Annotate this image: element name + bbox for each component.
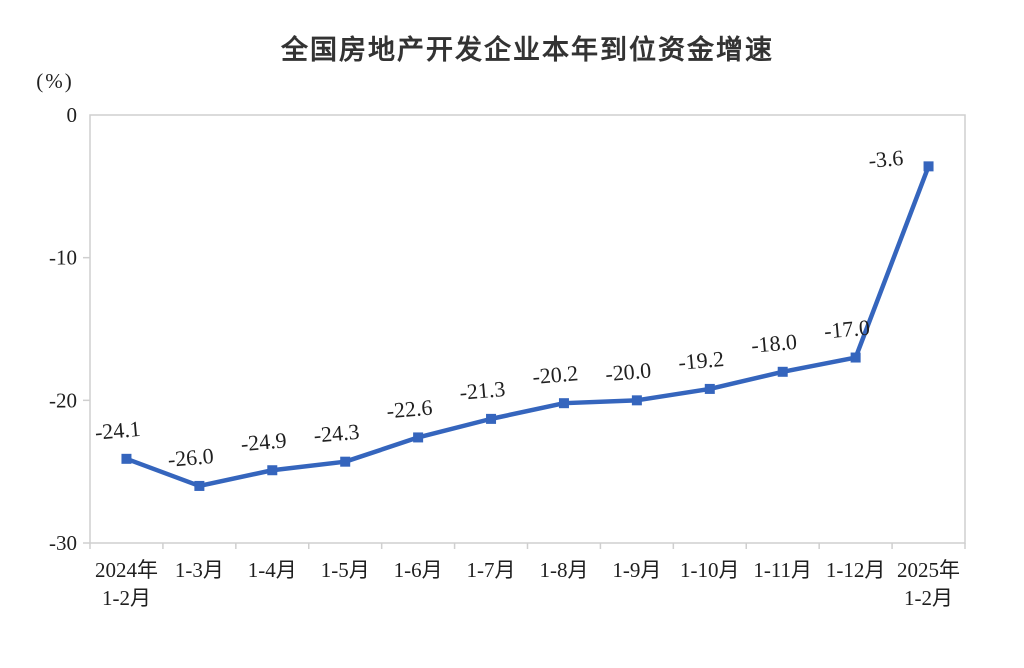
data-point-marker: [704, 383, 715, 394]
x-tick-label: 2024年 1-2月: [95, 558, 158, 610]
data-point-label: -19.2: [677, 346, 725, 375]
x-tick-label: 1-9月: [612, 558, 661, 582]
data-point-marker: [631, 395, 642, 406]
x-tick-label: 2025年 1-2月: [897, 558, 960, 610]
data-point-label: -17.0: [823, 315, 871, 344]
x-tick-label: 1-10月: [680, 558, 740, 582]
data-point-label: -24.3: [313, 419, 361, 448]
y-tick-label: -30: [49, 531, 77, 555]
chart-title: 全国房地产开发企业本年到位资金增速: [281, 35, 774, 66]
x-tick-label: 1-3月: [175, 558, 224, 582]
data-point-label: -24.1: [94, 416, 142, 445]
data-point-marker: [121, 453, 132, 464]
y-axis-unit-label: (%): [36, 69, 73, 93]
y-tick-label: 0: [67, 103, 78, 127]
x-tick-label: 1-6月: [394, 558, 443, 582]
x-tick-label: 1-12月: [826, 558, 886, 582]
x-tick-label: 1-11月: [753, 558, 812, 582]
data-point-marker: [923, 161, 934, 172]
y-tick-label: -20: [49, 388, 77, 412]
data-point-label: -18.0: [750, 329, 798, 358]
x-tick-label: 1-7月: [467, 558, 516, 582]
y-tick-label: -10: [49, 246, 77, 270]
data-point-marker: [340, 456, 351, 467]
data-point-marker: [194, 480, 205, 491]
y-axis: 0 -10 -20 -30 (%): [36, 69, 90, 555]
data-point-label: -20.0: [604, 357, 652, 386]
data-point-label: -21.3: [458, 376, 506, 405]
data-point-marker: [413, 432, 424, 443]
x-axis-ticks: [89, 543, 966, 549]
data-point-marker: [777, 366, 788, 377]
x-tick-label: 1-5月: [321, 558, 370, 582]
data-point-marker: [486, 413, 497, 424]
data-labels: -24.1 -26.0 -24.9 -24.3 -22.6 -21.3 -20.2 -20.0…: [94, 145, 904, 472]
data-point-label: -22.6: [386, 395, 434, 424]
data-point-label: -3.6: [867, 145, 904, 173]
data-point-marker: [267, 465, 278, 476]
data-point-marker: [558, 398, 569, 409]
data-point-label: -26.0: [167, 443, 215, 472]
x-axis-labels: 2024年 1-2月 1-3月 1-4月 1-5月 1-6月 1-7月 1-8月 1-9月 1-1…: [95, 558, 960, 610]
data-point-marker: [850, 352, 861, 363]
x-tick-label: 1-4月: [248, 558, 297, 582]
x-tick-label: 1-8月: [539, 558, 588, 582]
data-point-label: -20.2: [531, 360, 579, 389]
data-point-label: -24.9: [240, 427, 288, 456]
data-series: [121, 161, 934, 491]
